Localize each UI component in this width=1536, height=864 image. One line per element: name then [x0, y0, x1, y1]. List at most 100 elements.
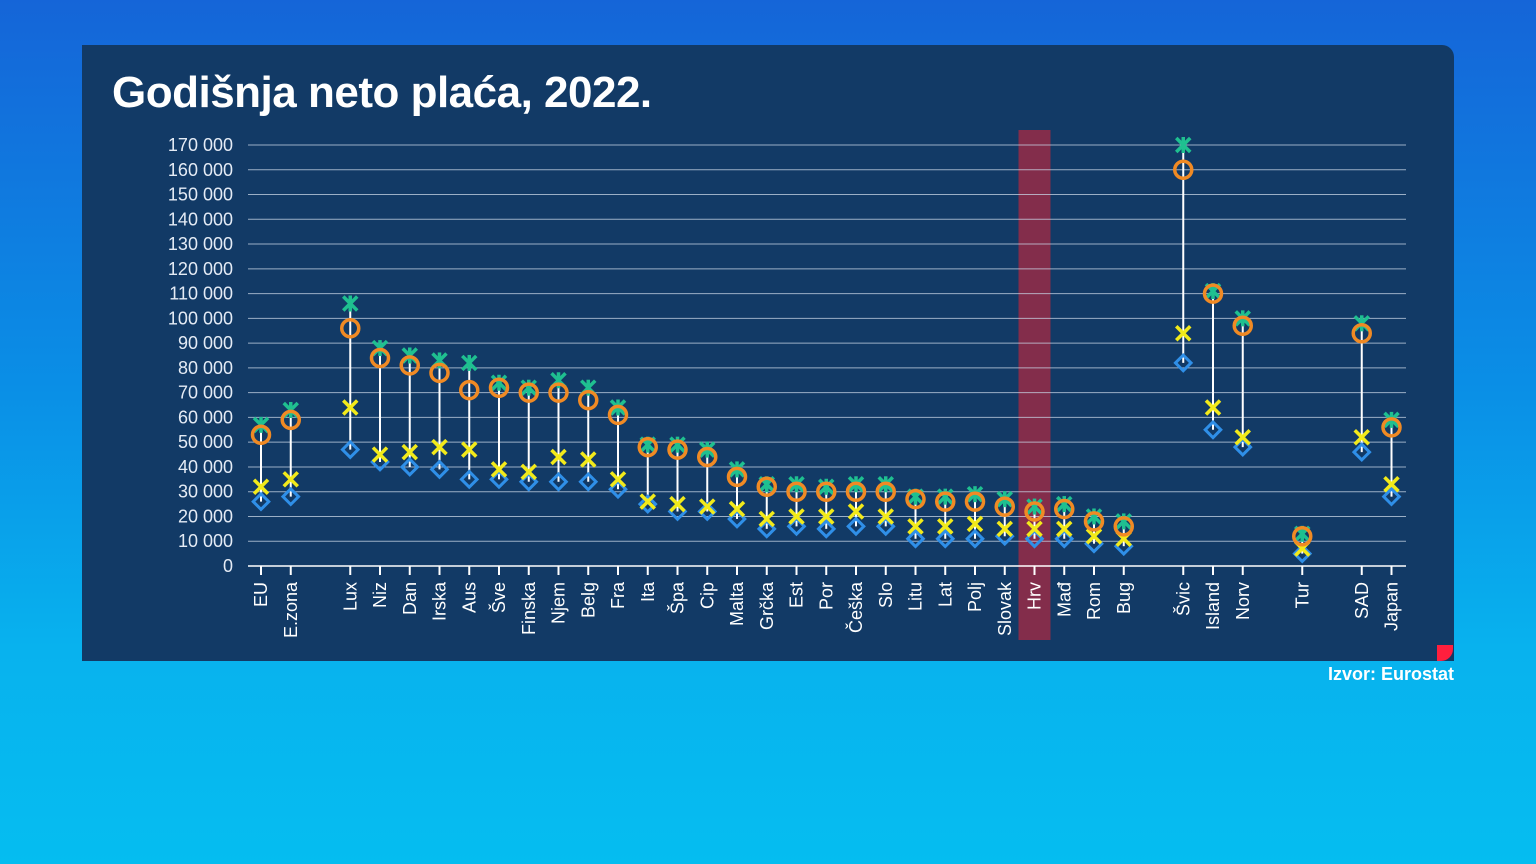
point-blue-diamond-EU: [251, 491, 271, 512]
brand-corner-mark: [1437, 645, 1453, 661]
point-blue-diamond-SAD: [1351, 442, 1372, 462]
cross-stroke: [520, 463, 537, 481]
point-blue-diamond-Švic: [1173, 353, 1194, 373]
x-tick-label-Hrv: Hrv: [1025, 582, 1045, 610]
x-tick-label-Lat: Lat: [935, 582, 955, 607]
y-tick-label: 60 000: [178, 407, 233, 427]
point-orange-circle-Belg: [578, 389, 599, 411]
point-orange-circle-Lat: [935, 491, 956, 512]
point-yellow-cross-Špa: [669, 495, 686, 513]
point-orange-circle-E.zona: [280, 409, 301, 431]
x-tick-label-Švic: Švic: [1172, 582, 1193, 616]
point-yellow-cross-Irska: [431, 438, 448, 456]
cross-stroke: [1234, 428, 1251, 446]
point-orange-circle-Irska: [429, 362, 450, 384]
cross-stroke: [847, 503, 865, 520]
cross-stroke: [907, 518, 924, 535]
point-yellow-cross-Polj: [966, 515, 984, 533]
point-green-asterisk-Bug: [1115, 513, 1132, 530]
point-yellow-cross-EU: [252, 478, 270, 495]
point-yellow-cross-Niz: [371, 446, 389, 463]
x-tick-label-Špa: Špa: [667, 581, 688, 614]
point-yellow-cross-Aus: [461, 441, 478, 458]
cross-stroke: [1353, 428, 1370, 446]
point-orange-circle-Norv: [1232, 315, 1253, 337]
point-yellow-cross-Češka: [847, 503, 865, 520]
cross-stroke: [1056, 520, 1073, 538]
x-tick-label-Litu: Litu: [906, 582, 926, 611]
point-blue-diamond-Cip: [697, 501, 718, 522]
point-yellow-cross-Slovak: [996, 520, 1013, 538]
cross-stroke: [699, 498, 716, 515]
cross-stroke: [788, 508, 805, 525]
y-tick-label: 20 000: [178, 506, 233, 526]
point-blue-diamond-Ita: [637, 494, 658, 514]
point-blue-diamond-E.zona: [280, 486, 301, 507]
x-tick-label-Lux: Lux: [340, 582, 360, 611]
point-yellow-cross-Njem: [550, 448, 567, 466]
cross-stroke: [937, 518, 954, 535]
point-green-asterisk-Por: [818, 478, 835, 495]
cross-stroke: [580, 451, 597, 468]
x-tick-label-Est: Est: [787, 582, 807, 608]
point-orange-circle-Litu: [905, 488, 926, 510]
point-green-asterisk-Aus: [461, 354, 478, 372]
x-tick-label-Finska: Finska: [519, 581, 539, 635]
point-yellow-cross-Šve: [490, 461, 508, 478]
point-blue-diamond-Island: [1203, 419, 1223, 440]
point-orange-circle-Dan: [399, 355, 420, 376]
y-tick-label: 10 000: [178, 531, 233, 551]
point-orange-circle-Lux: [340, 318, 361, 339]
cross-stroke: [877, 508, 894, 525]
point-orange-circle-Malta: [726, 466, 748, 488]
point-orange-circle-Mađ: [1054, 498, 1075, 520]
point-blue-diamond-Njem: [548, 471, 569, 492]
point-orange-circle-Švic: [1173, 159, 1194, 181]
point-yellow-cross-Cip: [699, 498, 716, 515]
x-tick-label-Niz: Niz: [370, 582, 390, 608]
x-tick-label-Njem: Njem: [549, 582, 569, 624]
y-tick-label: 170 000: [168, 135, 233, 155]
point-blue-diamond-Irska: [429, 459, 450, 480]
highlight-band-Hrv: [1018, 130, 1051, 640]
x-tick-label-Šve: Šve: [488, 582, 509, 613]
point-blue-diamond-Polj: [965, 528, 985, 549]
point-yellow-cross-Dan: [401, 443, 418, 461]
cross-stroke: [342, 399, 359, 416]
point-blue-diamond-Lat: [935, 528, 956, 549]
x-tick-label-Belg: Belg: [578, 582, 598, 618]
point-orange-circle-Japan: [1381, 417, 1402, 438]
x-tick-label-Por: Por: [816, 582, 836, 610]
point-yellow-cross-Lux: [342, 399, 359, 416]
point-green-asterisk-Lux: [342, 295, 359, 312]
point-yellow-cross-Norv: [1234, 428, 1251, 446]
point-blue-diamond-Lux: [340, 439, 361, 460]
point-orange-circle-Hrv: [1024, 501, 1045, 522]
point-orange-circle-Niz: [369, 347, 391, 369]
point-orange-circle-Cip: [697, 446, 718, 468]
x-tick-label-Češka: Češka: [845, 581, 866, 633]
point-orange-circle-Grčka: [756, 476, 777, 498]
cross-stroke: [252, 478, 270, 495]
point-yellow-cross-Island: [1204, 399, 1222, 416]
x-tick-label-Bug: Bug: [1114, 582, 1134, 614]
point-orange-circle-Aus: [459, 379, 480, 401]
cross-stroke: [431, 438, 448, 456]
cross-stroke: [401, 443, 418, 461]
point-yellow-cross-Rom: [1085, 528, 1103, 545]
y-tick-label: 120 000: [168, 259, 233, 279]
x-tick-label-Dan: Dan: [400, 582, 420, 615]
chart-panel: [82, 45, 1454, 661]
x-tick-label-E.zona: E.zona: [281, 581, 301, 638]
x-tick-label-Japan: Japan: [1382, 582, 1402, 631]
point-yellow-cross-Švic: [1175, 324, 1192, 342]
point-yellow-cross-Belg: [580, 451, 597, 468]
y-tick-label: 150 000: [168, 185, 233, 205]
y-tick-label: 140 000: [168, 209, 233, 229]
x-tick-label-Grčka: Grčka: [757, 581, 777, 630]
point-green-asterisk-Rom: [1085, 508, 1103, 525]
point-yellow-cross-Ita: [639, 493, 656, 510]
cross-stroke: [282, 471, 299, 488]
y-tick-label: 90 000: [178, 333, 233, 353]
y-tick-label: 100 000: [168, 308, 233, 328]
